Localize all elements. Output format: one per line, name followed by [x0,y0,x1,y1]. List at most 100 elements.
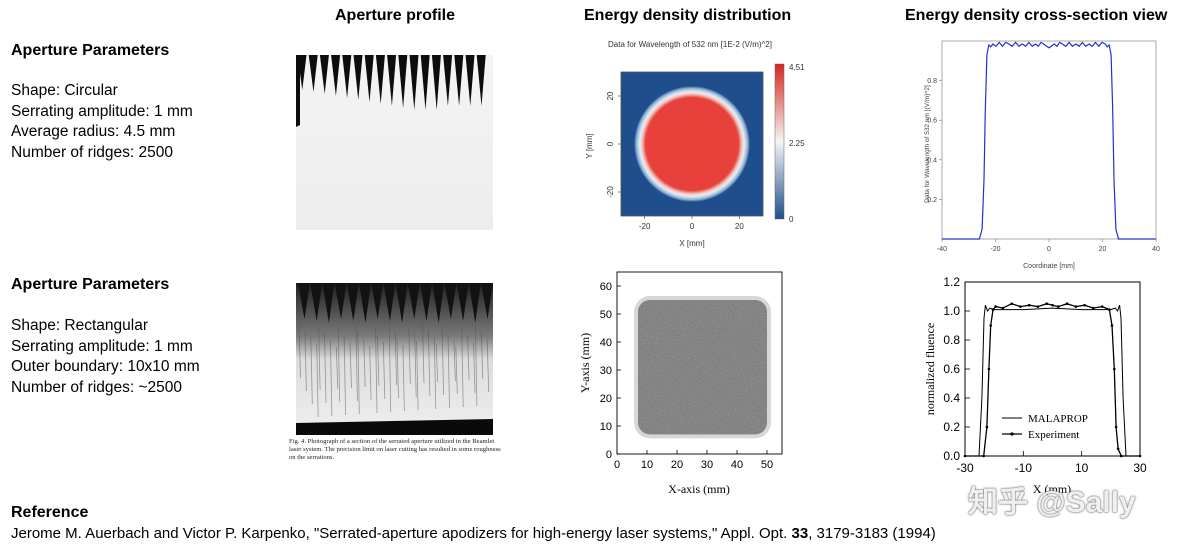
heatmap-colorbar [774,63,785,220]
photo-streak [461,328,464,408]
fluence-ylabel: normalized fluence [923,323,937,415]
fluence-ytick-label: 0.0 [943,449,960,463]
rect-heatmap-xtick-label: 30 [701,459,713,471]
column-title-distribution: Energy density distribution [584,7,792,24]
fluence-experiment-point [1057,305,1060,308]
photo-streak [298,322,301,379]
photo-tooth [298,283,310,319]
photo-streak [455,346,458,395]
photo-caption: Fig. 4. Photograph of a section of the s… [289,438,501,461]
photo-streak [357,331,360,415]
fluence-plot-area [964,281,1141,457]
fluence-ytick-label: 0.8 [943,333,960,347]
photo-streak [428,329,431,397]
fluence-experiment-point [985,425,989,429]
photo-streak [318,325,321,391]
cross-section-ylabel: Data for Wavelength of 532 nm [(V/m)^2] [924,85,931,203]
fluence-ytick-label: 0.2 [943,420,960,434]
circular-ridges: Number of ridges: 2500 [11,143,173,161]
aperture-tooth [342,55,352,98]
fluence-experiment-point [1036,305,1040,308]
rect-heatmap-xtick-label: 20 [671,459,683,471]
rect-heatmap-chart: 0 10 20 30 40 50 0 10 20 30 40 50 60 X-axis (mm) Y-a… [578,271,783,496]
photo-tooth [420,283,432,321]
cross-section-xtick-label: -20 [990,246,1000,253]
photo-streak [377,334,380,387]
colorbar-max: 4.5147 [789,63,805,72]
photo-streak [416,340,419,411]
circular-aperture-image [296,55,493,230]
fluence-experiment-point [989,324,992,327]
photo-streak [310,336,313,405]
rect-heatmap-xtick-label: 50 [761,459,773,471]
cross-section-xtick-label: 20 [1099,246,1107,253]
watermark: 知乎 @Sally [968,486,1136,519]
heatmap-ytick-label: 0 [606,141,615,146]
rect-heatmap-ytick-label: 10 [600,421,612,433]
fluence-xtick-label: 10 [1075,461,1089,475]
photo-streak [394,330,397,386]
aperture-tooth [398,55,408,108]
photo-streak [453,339,456,382]
aperture-tooth [364,55,374,102]
fluence-experiment-point [1065,302,1069,305]
photo-streak [369,345,372,401]
circular-radius: Average radius: 4.5 mm [11,123,176,140]
fluence-experiment-point [991,308,995,311]
cross-section-xtick-label: 40 [1152,246,1160,253]
fluence-experiment-point [1108,308,1111,311]
photo-streak [441,325,444,396]
heatmap-ytick-label: -20 [606,186,615,198]
photo-streak [473,342,476,394]
fluence-experiment-point [963,454,967,458]
reference-citation: Jerome M. Auerbach and Victor P. Karpenk… [11,525,936,542]
rect-heatmap-ytick-label: 0 [606,449,612,461]
fluence-ytick-label: 1.0 [943,304,960,318]
photo-streak [343,335,346,416]
photo-streak [467,335,470,381]
circular-amplitude: Serrating amplitude: 1 mm [11,102,193,120]
aperture-tooth [465,55,475,106]
fluence-experiment-point [1010,302,1013,305]
photo-streak [480,331,484,380]
fluence-experiment-point [1027,303,1031,307]
photo-streak [316,343,319,418]
rect-heatmap-xtick-label: 10 [641,459,653,471]
heatmap-xlabel: X [mm] [679,239,704,248]
fluence-experiment-point [1138,454,1142,458]
fluence-experiment-point [1074,305,1078,308]
cross-section-ytick-label: 0.6 [927,118,937,125]
heatmap-ytick-label: 20 [606,91,615,100]
heatmap-xtick-label: -20 [639,222,651,231]
aperture-tooth [420,55,430,110]
fluence-experiment-point [982,454,985,458]
fluence-series-malaprop [965,305,1140,457]
photo-streak [355,324,358,402]
fluence-ytick-label: 1.2 [943,275,960,289]
fluence-experiment-point [1083,303,1086,307]
photo-streak [335,346,339,390]
rect-heatmap-ytick-label: 60 [600,281,612,293]
photo-tooth [395,283,408,323]
rect-aperture-photo [296,283,493,435]
aperture-tooth [353,55,363,100]
photo-streak [475,324,478,407]
aperture-tooth [319,55,329,94]
fluence-experiment-point [994,305,997,308]
rect-params-heading: Aperture Parameters [11,276,170,293]
fluence-experiment-point [1051,303,1054,307]
photo-tooth [432,283,445,323]
photo-tooth [383,283,396,321]
photo-streak [304,329,307,392]
photo-streak [414,333,417,398]
photo-tooth [359,283,371,323]
photo-tooth [481,283,493,319]
reference-text-main: Jerome M. Auerbach and Victor P. Karpenk… [11,525,792,542]
fluence-experiment-point [1113,367,1116,371]
cross-section-xlabel: Coordinate [mm] [1023,263,1075,270]
photo-streak [363,338,366,388]
photo-streak [447,332,450,409]
column-title-cross-section: Energy density cross-section view [905,7,1168,24]
photo-streak [324,332,327,404]
fluence-experiment-point [1116,447,1120,451]
